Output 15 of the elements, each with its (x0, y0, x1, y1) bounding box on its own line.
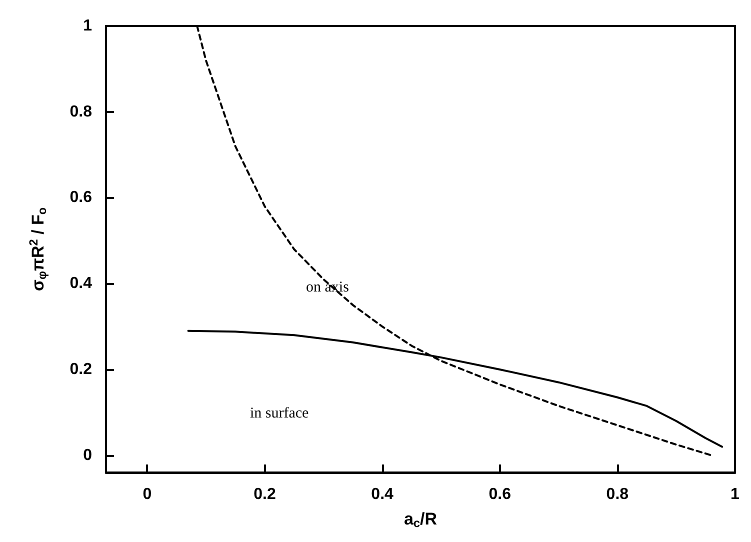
y-tick-label: 0.6 (70, 189, 92, 206)
y-tick-label: 0.8 (70, 103, 92, 120)
y-tick-label: 1 (83, 18, 92, 34)
y-tick-label: 0 (83, 446, 92, 464)
y-tick-label: 0.2 (70, 360, 92, 378)
x-tick-label: 0.4 (371, 486, 394, 503)
x-tick-label: 0.2 (254, 486, 276, 503)
x-tick-label: 0.6 (488, 486, 512, 503)
x-tick-label: 0 (142, 486, 152, 503)
x-tick-label: 0.8 (606, 486, 629, 503)
y-axis-title: σφπR2 / Fo (26, 207, 49, 292)
annotation: on axis (306, 280, 350, 296)
x-tick-label: 1 (730, 486, 740, 503)
y-tick-label: 0.4 (70, 275, 92, 292)
annotation: in surface (250, 406, 310, 422)
